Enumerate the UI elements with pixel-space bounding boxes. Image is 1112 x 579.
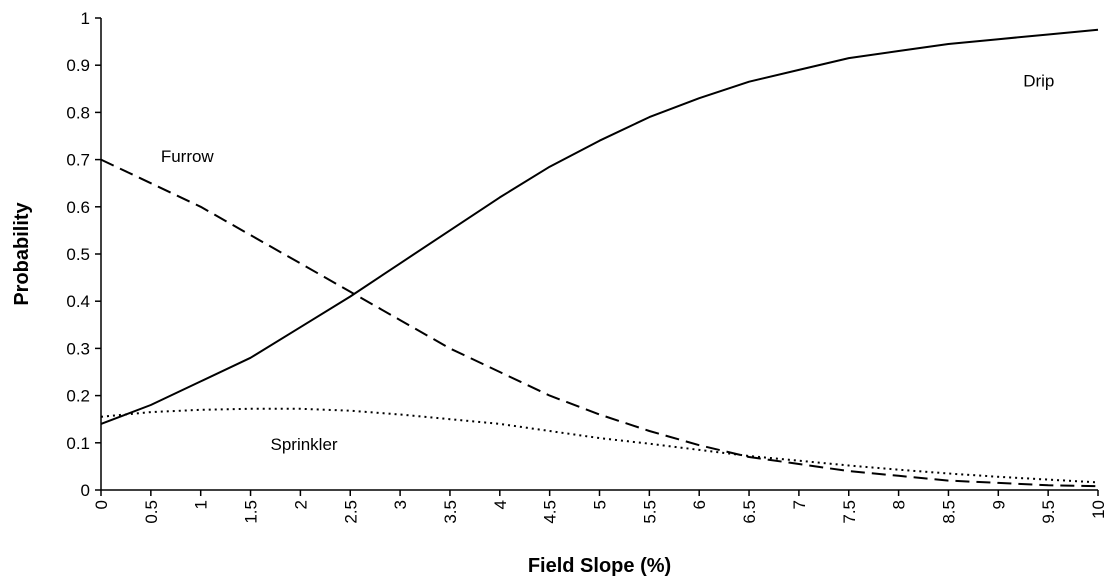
x-tick-label: 1: [192, 500, 211, 509]
series-line-sprinkler: [100, 407, 1099, 484]
x-axis-title: Field Slope (%): [528, 555, 671, 577]
series-lines: [100, 28, 1099, 488]
y-tick-label: 0.5: [66, 245, 90, 264]
x-tick-label: 1.5: [242, 500, 261, 524]
y-tick-label: 0.7: [66, 151, 90, 170]
drip-series-label: Drip: [1023, 71, 1054, 90]
x-tick-label: 9: [989, 500, 1008, 509]
furrow-series-label: Furrow: [161, 147, 215, 166]
series-line-furrow: [100, 158, 1099, 488]
y-axis-ticks: 0 0.1 0.2 0.3 0.4 0.5 0.6 0.7 0.8 0.9 1: [66, 9, 101, 500]
x-tick-label: 0.5: [142, 500, 161, 524]
y-tick-label: 0: [81, 481, 90, 500]
x-tick-label: 4: [491, 500, 510, 509]
x-tick-label: 7.5: [840, 500, 859, 524]
y-tick-label: 1: [81, 9, 90, 28]
x-tick-label: 0: [92, 500, 111, 509]
series-line-drip: [100, 28, 1099, 425]
x-tick-label: 2: [291, 500, 310, 509]
y-tick-label: 0.9: [66, 56, 90, 75]
y-axis-title: Probability: [11, 201, 33, 305]
y-tick-label: 0.1: [66, 434, 90, 453]
x-tick-label: 10: [1089, 500, 1108, 519]
x-tick-label: 8.5: [939, 500, 958, 524]
x-tick-label: 3.5: [441, 500, 460, 524]
y-tick-label: 0.3: [66, 339, 90, 358]
y-tick-label: 0.8: [66, 103, 90, 122]
y-tick-label: 0.6: [66, 198, 90, 217]
y-tick-label: 0.2: [66, 387, 90, 406]
x-tick-label: 9.5: [1039, 500, 1058, 524]
y-tick-label: 0.4: [66, 292, 90, 311]
sprinkler-series-label: Sprinkler: [270, 435, 337, 454]
x-tick-label: 4.5: [541, 500, 560, 524]
x-tick-label: 7: [790, 500, 809, 509]
x-tick-label: 8: [890, 500, 909, 509]
x-tick-label: 6.5: [740, 500, 759, 524]
x-tick-label: 2.5: [341, 500, 360, 524]
x-tick-label: 6: [690, 500, 709, 509]
x-tick-label: 5: [591, 500, 610, 509]
x-tick-label: 5.5: [640, 500, 659, 524]
x-tick-label: 3: [391, 500, 410, 509]
x-axis-ticks: 0 0.5 1 1.5 2 2.5 3 3.5 4 4.5 5 5.5 6 6.5 7 7.5 8 8.5 9 9.5…: [92, 490, 1108, 524]
